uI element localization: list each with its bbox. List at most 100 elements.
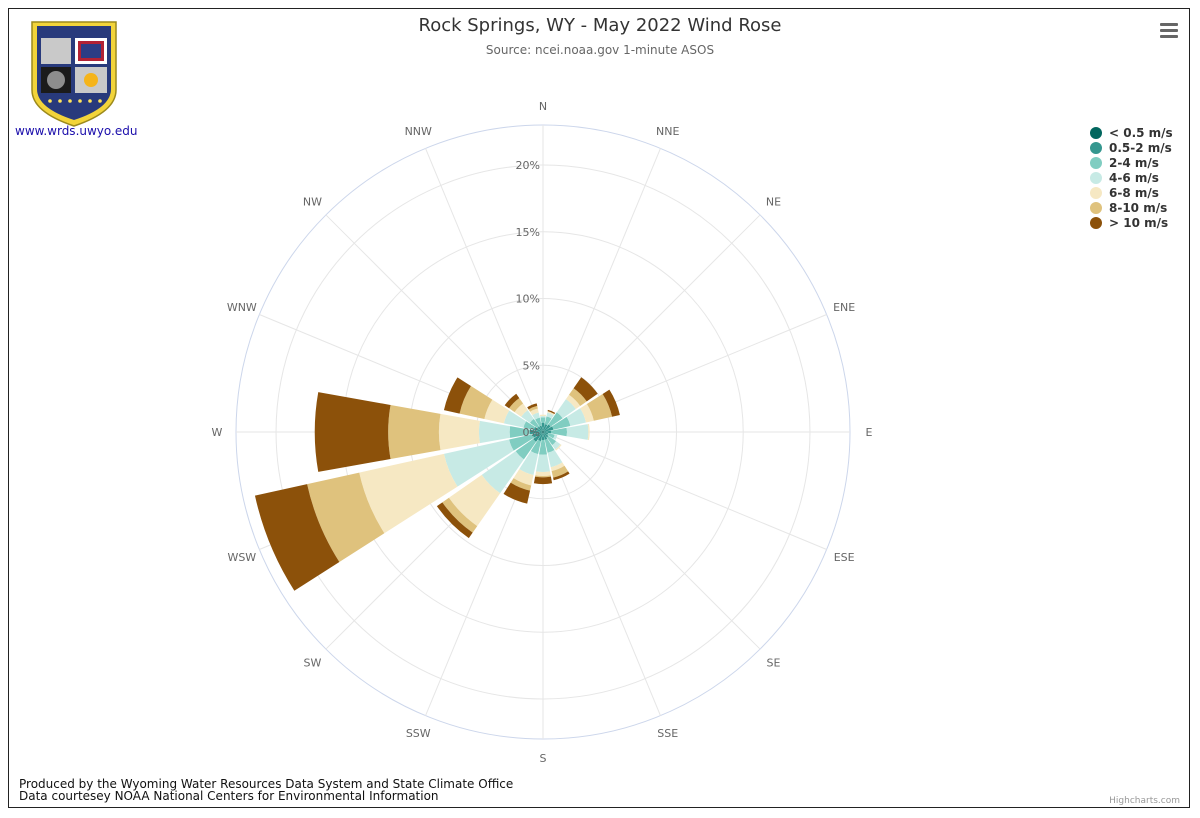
wind-bar-WSW-series-4[interactable] xyxy=(359,453,458,534)
wind-bar-ESE-series-1[interactable] xyxy=(544,432,549,435)
legend-item[interactable]: 8-10 m/s xyxy=(1090,200,1173,215)
wind-bar-SSW-series-2[interactable] xyxy=(530,439,541,455)
wind-bar-SE-series-2[interactable] xyxy=(546,435,557,446)
legend-item[interactable]: 4-6 m/s xyxy=(1090,170,1173,185)
wind-bar-E-series-1[interactable] xyxy=(544,430,552,434)
wind-bar-WSW-series-5[interactable] xyxy=(307,472,385,562)
wind-bar-NNW-series-0[interactable] xyxy=(542,430,543,432)
wind-bar-S-series-1[interactable] xyxy=(541,433,545,441)
wind-bar-NE-series-4[interactable] xyxy=(565,394,581,410)
wind-bar-W-series-6[interactable] xyxy=(314,392,391,472)
wind-bar-NE-series-2[interactable] xyxy=(548,412,563,427)
wind-bar-SE-series-3[interactable] xyxy=(552,441,561,450)
wind-bar-WNW-series-0[interactable] xyxy=(541,431,543,432)
wind-bar-SSE-series-0[interactable] xyxy=(543,432,544,434)
website-link[interactable]: www.wrds.uwyo.edu xyxy=(15,124,138,138)
wind-bar-NNW-series-2[interactable] xyxy=(535,417,542,427)
wind-bar-SW-series-5[interactable] xyxy=(442,497,478,533)
wind-bar-NNE-series-1[interactable] xyxy=(543,424,548,431)
wind-bar-NE-series-1[interactable] xyxy=(543,424,551,432)
wind-bar-NW-series-0[interactable] xyxy=(541,430,543,432)
wind-bar-WNW-series-4[interactable] xyxy=(484,399,510,424)
wind-bar-NW-series-6[interactable] xyxy=(504,393,520,409)
wind-bar-ESE-series-0[interactable] xyxy=(543,432,545,433)
wind-bar-SE-series-4[interactable] xyxy=(555,444,562,451)
highcharts-credits-link[interactable]: Highcharts.com xyxy=(1109,796,1180,806)
wind-bar-W-series-3[interactable] xyxy=(478,420,511,444)
legend-item[interactable]: 0.5-2 m/s xyxy=(1090,140,1173,155)
wind-bar-SSE-series-1[interactable] xyxy=(543,433,548,440)
legend-item[interactable]: > 10 m/s xyxy=(1090,215,1173,230)
wind-bar-ENE-series-0[interactable] xyxy=(543,431,545,432)
wind-bar-NNW-series-5[interactable] xyxy=(528,405,538,412)
wind-bar-SSW-series-6[interactable] xyxy=(503,482,531,504)
wind-bar-ENE-series-3[interactable] xyxy=(566,408,587,426)
wind-bar-ENE-series-6[interactable] xyxy=(602,389,620,417)
wind-bar-WSW-series-6[interactable] xyxy=(254,484,340,591)
wind-bar-NNW-series-6[interactable] xyxy=(527,403,538,410)
wind-bar-SW-series-3[interactable] xyxy=(481,451,524,494)
wind-bar-ENE-series-2[interactable] xyxy=(552,416,571,430)
wind-bar-NE-series-3[interactable] xyxy=(556,399,576,419)
wind-bar-WSW-series-1[interactable] xyxy=(532,432,542,438)
wind-bar-N-series-4[interactable] xyxy=(539,414,547,417)
wind-bar-S-series-5[interactable] xyxy=(535,475,551,478)
wind-bar-NNE-series-6[interactable] xyxy=(547,409,556,414)
wind-bar-SSW-series-3[interactable] xyxy=(519,451,539,476)
wind-bar-SSW-series-0[interactable] xyxy=(542,432,543,434)
wind-bar-NNW-series-1[interactable] xyxy=(539,425,543,431)
wind-bar-W-series-1[interactable] xyxy=(529,429,542,435)
wind-bar-SSW-series-5[interactable] xyxy=(510,478,532,491)
wind-bar-WNW-series-5[interactable] xyxy=(459,386,493,420)
wind-bar-ESE-series-3[interactable] xyxy=(553,434,558,440)
wind-bar-NNE-series-3[interactable] xyxy=(546,412,554,419)
wind-bar-NNE-series-2[interactable] xyxy=(544,416,552,426)
wind-bar-SE-series-1[interactable] xyxy=(543,432,549,438)
wind-bar-W-series-2[interactable] xyxy=(509,426,530,438)
wind-bar-SSW-series-4[interactable] xyxy=(513,469,534,486)
wind-bar-WNW-series-1[interactable] xyxy=(533,426,542,432)
wind-bar-SSE-series-3[interactable] xyxy=(547,450,563,468)
wind-bar-W-series-5[interactable] xyxy=(388,404,441,460)
wind-bar-ENE-series-1[interactable] xyxy=(544,426,554,432)
wind-bar-SSW-series-1[interactable] xyxy=(537,433,543,442)
legend-item[interactable]: 6-8 m/s xyxy=(1090,185,1173,200)
wind-bar-S-series-6[interactable] xyxy=(533,476,553,485)
wind-bar-ENE-series-5[interactable] xyxy=(586,393,613,421)
wind-bar-WSW-series-3[interactable] xyxy=(443,439,514,487)
wind-bar-NE-series-5[interactable] xyxy=(568,388,587,407)
wind-bar-N-series-3[interactable] xyxy=(540,415,546,418)
wind-bar-WSW-series-2[interactable] xyxy=(509,434,534,451)
wind-bar-NW-series-4[interactable] xyxy=(514,403,528,417)
wind-bar-S-series-4[interactable] xyxy=(535,471,551,477)
wind-bar-NW-series-1[interactable] xyxy=(537,426,543,432)
legend-item[interactable]: < 0.5 m/s xyxy=(1090,125,1173,140)
wind-bar-WNW-series-3[interactable] xyxy=(503,410,527,428)
wind-bar-SW-series-6[interactable] xyxy=(436,502,473,539)
wind-bar-SE-series-0[interactable] xyxy=(543,432,545,434)
wind-bar-S-series-3[interactable] xyxy=(536,454,550,473)
wind-bar-ESE-series-2[interactable] xyxy=(547,433,555,439)
wind-bar-SSE-series-4[interactable] xyxy=(550,462,565,472)
wind-bar-NW-series-3[interactable] xyxy=(521,410,534,423)
wind-bar-NNW-series-4[interactable] xyxy=(530,408,539,416)
legend-item[interactable]: 2-4 m/s xyxy=(1090,155,1173,170)
wind-bar-S-series-2[interactable] xyxy=(539,439,547,455)
wind-bar-N-series-1[interactable] xyxy=(541,422,545,431)
wind-bar-ENE-series-4[interactable] xyxy=(580,403,594,423)
wind-bar-WSW-series-0[interactable] xyxy=(541,432,543,433)
wind-bar-NE-series-0[interactable] xyxy=(543,430,545,432)
wind-bar-SSE-series-6[interactable] xyxy=(553,471,570,481)
wind-bar-SW-series-2[interactable] xyxy=(515,438,537,460)
wind-bar-E-series-3[interactable] xyxy=(566,424,589,440)
wind-bar-WNW-series-6[interactable] xyxy=(443,377,471,414)
wind-bar-SW-series-4[interactable] xyxy=(448,474,501,527)
wind-bar-N-series-2[interactable] xyxy=(540,417,546,423)
wind-bar-WNW-series-2[interactable] xyxy=(523,421,536,430)
wind-bar-NNE-series-4[interactable] xyxy=(547,411,555,416)
wind-bar-NNW-series-3[interactable] xyxy=(532,412,540,420)
wind-bar-SSE-series-5[interactable] xyxy=(551,465,569,478)
wind-bar-W-series-4[interactable] xyxy=(438,413,480,451)
wind-bar-SW-series-1[interactable] xyxy=(533,432,543,442)
wind-bar-NE-series-6[interactable] xyxy=(573,377,598,402)
